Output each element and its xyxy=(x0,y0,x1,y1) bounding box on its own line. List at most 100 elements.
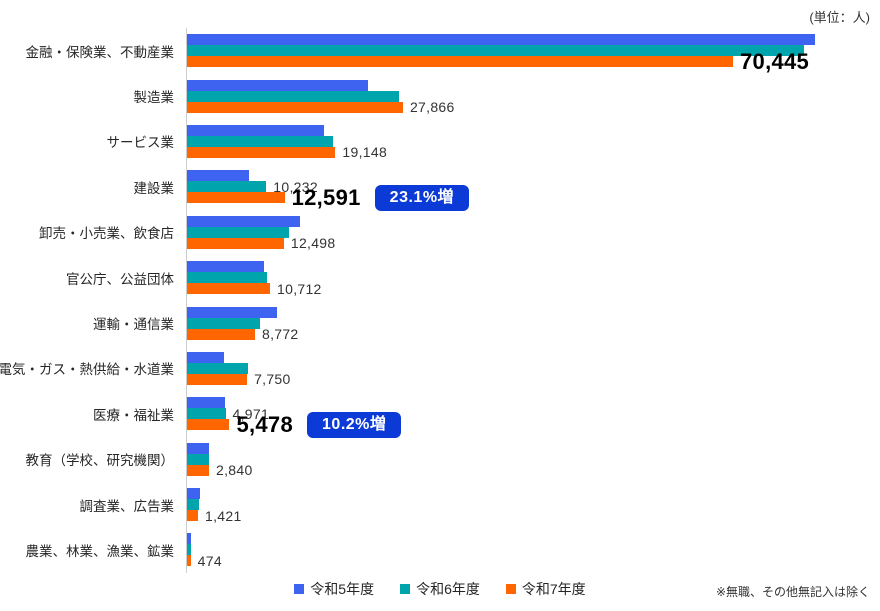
bar-series-1 xyxy=(187,272,267,284)
bar-group: 474 xyxy=(186,527,880,573)
legend-swatch-r7-icon xyxy=(505,584,516,594)
category-label: 農業、林業、漁業、鉱業 xyxy=(25,543,175,559)
bar-series-1: 4,971 xyxy=(187,407,269,421)
bar-series-2: 7,750 xyxy=(187,372,290,386)
category-label: 教育（学校、研究機関） xyxy=(25,453,175,469)
category-label: 建設業 xyxy=(133,180,175,196)
bar-series-1: 10,232 xyxy=(187,180,318,194)
bar-series-0 xyxy=(187,306,277,318)
bar-group: 10,712 xyxy=(186,254,880,301)
bar-group: 19,148 xyxy=(186,118,880,165)
value-label: 2,840 xyxy=(216,462,253,479)
bar-series-0 xyxy=(187,397,225,409)
legend-swatch-r5-icon xyxy=(294,584,305,594)
footnote: ※無職、その他無記入は除く xyxy=(715,585,870,599)
legend-label-r7: 令和7年度 xyxy=(521,581,586,597)
value-label: 8,772 xyxy=(261,326,299,343)
increase-badge: 23.1%増 xyxy=(374,184,470,211)
category-label: 医療・福祉業 xyxy=(93,407,174,423)
bar-series-0 xyxy=(187,488,201,500)
bar-series-2: 5,478 10.2%増 xyxy=(187,411,402,438)
bar-series-2: 474 xyxy=(187,554,222,568)
bar-series-0 xyxy=(187,79,369,91)
chart-row: 電気・ガス・熱供給・水道業 7,750 xyxy=(0,345,880,392)
legend: 令和5年度 令和6年度 令和7年度 xyxy=(0,579,880,599)
bar-group: 1,421 xyxy=(186,481,880,528)
category-label: 製造業 xyxy=(133,90,175,106)
bar-series-2: 1,421 xyxy=(187,509,241,523)
chart-row: サービス業 19,148 xyxy=(0,118,880,165)
bar-series-1 xyxy=(187,362,249,374)
bar-series-2: 2,840 xyxy=(187,463,252,477)
bar-series-1 xyxy=(187,544,192,556)
chart-row: 金融・保険業、不動産業 70,445 xyxy=(0,28,880,74)
legend-item-r7: 令和7年度 xyxy=(505,579,586,599)
bar-group: 10,232 12,591 23.1%増 xyxy=(186,164,880,211)
bar-chart: 金融・保険業、不動産業 70,445 製造業 27,866 サービス業 19,148 建設業… xyxy=(0,28,880,573)
chart-row: 運輸・通信業 8,772 xyxy=(0,300,880,346)
bar-group: 4,971 5,478 10.2%増 xyxy=(186,391,880,438)
bar-series-1 xyxy=(187,499,199,511)
bar-group: 12,498 xyxy=(186,209,880,255)
legend-item-r6: 令和6年度 xyxy=(400,579,480,599)
category-label: サービス業 xyxy=(106,135,175,151)
chart-row: 農業、林業、漁業、鉱業 474 xyxy=(0,527,880,573)
chart-row: 医療・福祉業 4,971 5,478 10.2%増 xyxy=(0,391,880,438)
value-label: 7,750 xyxy=(254,371,291,388)
bar-series-1 xyxy=(187,226,290,238)
legend-label-r6: 令和6年度 xyxy=(416,581,480,597)
legend-item-r5: 令和5年度 xyxy=(294,579,374,599)
unit-note: (単位：人) xyxy=(809,10,870,25)
bar-series-2: 8,772 xyxy=(187,327,298,341)
category-label: 官公庁、公益団体 xyxy=(66,271,174,287)
bar-series-1 xyxy=(187,45,804,57)
bar-series-2: 27,866 xyxy=(187,100,454,114)
bar-group: 2,840 xyxy=(186,436,880,482)
value-label: 12,498 xyxy=(290,235,336,252)
bar-series-0 xyxy=(187,124,325,136)
chart-row: 製造業 27,866 xyxy=(0,73,880,119)
value-label: 19,148 xyxy=(342,144,388,161)
bar-series-2: 12,591 23.1%増 xyxy=(187,184,470,211)
bar-series-0 xyxy=(187,34,815,46)
chart-row: 調査業、広告業 1,421 xyxy=(0,481,880,528)
category-label: 電気・ガス・熱供給・水道業 xyxy=(0,362,174,378)
bar-series-0 xyxy=(187,442,209,454)
value-label: 10,712 xyxy=(277,280,322,297)
increase-badge: 10.2%増 xyxy=(307,411,402,438)
chart-row: 卸売・小売業、飲食店 12,498 xyxy=(0,209,880,255)
bar-group: 70,445 xyxy=(186,28,880,74)
bar-series-0 xyxy=(187,215,301,227)
category-label: 運輸・通信業 xyxy=(93,317,174,333)
bar-series-0 xyxy=(187,533,192,545)
legend-swatch-r6-icon xyxy=(400,584,411,594)
value-label: 10,232 xyxy=(273,178,318,195)
bar-series-1 xyxy=(187,135,333,147)
category-label: 調査業、広告業 xyxy=(79,498,175,514)
bar-series-2: 19,148 xyxy=(187,145,387,159)
bar-series-1 xyxy=(187,90,399,102)
bar-series-0 xyxy=(187,261,264,273)
value-label: 12,591 23.1%増 xyxy=(292,184,470,211)
value-label: 5,478 10.2%増 xyxy=(236,411,402,438)
bar-group: 27,866 xyxy=(186,73,880,119)
bar-group: 8,772 xyxy=(186,300,880,346)
bar-series-0 xyxy=(187,170,249,182)
category-label: 金融・保険業、不動産業 xyxy=(25,44,175,60)
bar-series-0 xyxy=(187,351,225,363)
bar-series-2: 12,498 xyxy=(187,236,335,250)
chart-row: 建設業 10,232 12,591 23.1%増 xyxy=(0,164,880,211)
legend-label-r5: 令和5年度 xyxy=(310,581,375,597)
value-label: 474 xyxy=(197,552,222,569)
value-label: 27,866 xyxy=(409,99,455,116)
bar-series-2: 70,445 xyxy=(187,50,809,72)
bar-series-1 xyxy=(187,317,260,329)
category-label: 卸売・小売業、飲食店 xyxy=(39,226,174,242)
chart-row: 官公庁、公益団体 10,712 xyxy=(0,254,880,301)
value-label: 4,971 xyxy=(232,405,270,422)
bar-group: 7,750 xyxy=(186,345,880,392)
chart-row: 教育（学校、研究機関） 2,840 xyxy=(0,436,880,482)
value-label: 1,421 xyxy=(205,507,242,524)
bar-series-1 xyxy=(187,453,210,465)
